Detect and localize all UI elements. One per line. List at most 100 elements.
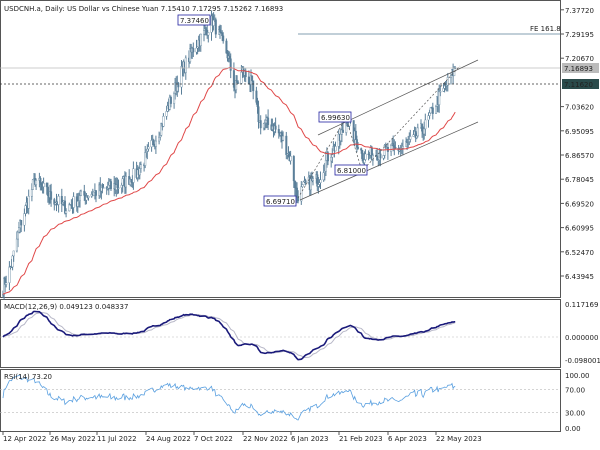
- candle-body: [323, 170, 326, 173]
- date-tick-label: 7 Oct 2022: [194, 435, 233, 443]
- candle-body: [42, 183, 45, 187]
- candle-body: [214, 19, 217, 35]
- price-annotation-box: [334, 164, 368, 176]
- candle-body: [154, 140, 157, 147]
- candle-body: [251, 75, 254, 81]
- date-tick-label: 24 Aug 2022: [146, 435, 191, 443]
- candle-body: [184, 57, 187, 73]
- price-tick-label: 7.37720: [565, 7, 594, 15]
- price-annotation-box: [263, 195, 297, 207]
- candle-body: [45, 183, 48, 188]
- candle-body: [416, 127, 419, 137]
- candle-body: [27, 195, 30, 209]
- candle-body: [334, 146, 337, 152]
- price-tick-label: 6.95095: [565, 128, 594, 136]
- last-price-box: [562, 63, 599, 73]
- candle-body: [390, 144, 393, 152]
- candle-body: [102, 187, 105, 189]
- candle-body: [354, 130, 357, 140]
- candle-body: [63, 200, 66, 214]
- moving-average-line: [2, 66, 456, 295]
- current-price-box: [562, 79, 599, 89]
- candle-body: [438, 91, 441, 105]
- candle-body: [222, 35, 225, 42]
- candle-body: [169, 97, 172, 104]
- candle-body: [292, 156, 295, 182]
- candle-body: [412, 134, 415, 137]
- candle-body: [237, 82, 240, 84]
- rsi-tick-label: 100.00: [565, 372, 590, 380]
- candle-body: [150, 139, 153, 148]
- candle-body: [285, 135, 288, 156]
- candle-body: [282, 135, 285, 141]
- fibo-label: FE 161.8: [530, 25, 561, 33]
- candle-body: [322, 172, 325, 181]
- price-tick-label: 6.43945: [565, 273, 594, 281]
- candle-body: [247, 76, 250, 85]
- candle-body: [8, 266, 11, 283]
- candle-body: [361, 150, 364, 160]
- price-annotation-label: 6.81000: [337, 167, 366, 175]
- macd-line: [2, 310, 456, 361]
- candle-body: [158, 136, 161, 142]
- candle-body: [94, 190, 97, 196]
- date-tick-label: 6 Jan 2023: [291, 435, 329, 443]
- channel-upper-line: [317, 59, 479, 136]
- candle-body: [274, 125, 277, 130]
- candle-body: [435, 106, 438, 114]
- main-panel: [0, 0, 561, 298]
- candle-body: [40, 182, 43, 185]
- candle-body: [162, 116, 165, 127]
- candle-body: [180, 66, 183, 88]
- candle-body: [35, 180, 38, 185]
- candle-body: [319, 179, 322, 183]
- candle-body: [39, 177, 42, 183]
- price-annotation-label: 6.99630: [321, 114, 350, 122]
- candle-body: [50, 191, 53, 200]
- candle-body: [309, 178, 312, 191]
- candle-body: [218, 29, 221, 33]
- chart-title: USDCNH.a, Daily: US Dollar vs Chinese Yu…: [4, 5, 283, 13]
- candle-body: [139, 164, 142, 169]
- date-tick-label: 26 May 2022: [50, 435, 96, 443]
- candle-body: [244, 70, 247, 78]
- candle-body: [138, 168, 141, 176]
- date-tick-label: 12 Apr 2022: [3, 435, 46, 443]
- price-tick-label: 7.20670: [565, 55, 594, 63]
- candle-body: [312, 178, 315, 181]
- candle-body: [376, 155, 379, 161]
- candle-body: [195, 47, 198, 53]
- candle-body: [371, 155, 374, 161]
- candle-body: [152, 139, 155, 146]
- price-tick-label: 6.60995: [565, 225, 594, 233]
- candle-body: [317, 184, 320, 187]
- candle-body: [401, 146, 404, 149]
- candle-body: [265, 119, 268, 124]
- rsi-tick-label: 70.00: [565, 386, 585, 394]
- price-annotation-box: [177, 14, 211, 26]
- candle-body: [177, 82, 180, 88]
- candle-body: [78, 195, 81, 202]
- price-tick-label: 7.29195: [565, 31, 594, 39]
- candle-body: [355, 139, 358, 148]
- candle-body: [205, 28, 208, 31]
- candle-body: [65, 210, 68, 214]
- rsi-panel: [0, 369, 561, 432]
- candle-body: [107, 185, 110, 189]
- candle-body: [196, 46, 199, 49]
- candle-body: [76, 201, 79, 207]
- candle-body: [296, 187, 299, 198]
- candle-body: [331, 154, 334, 158]
- candle-body: [236, 80, 239, 83]
- candle-body: [423, 128, 426, 135]
- candle-body: [267, 117, 270, 125]
- last-price-label: 7.16893: [564, 65, 593, 73]
- candle-body: [392, 143, 395, 146]
- candle-body: [20, 220, 23, 226]
- price-tick-label: 6.69520: [565, 200, 594, 208]
- candle-body: [192, 48, 195, 53]
- price-tick-label: 6.86570: [565, 152, 594, 160]
- candle-body: [342, 129, 345, 133]
- candle-body: [357, 147, 360, 149]
